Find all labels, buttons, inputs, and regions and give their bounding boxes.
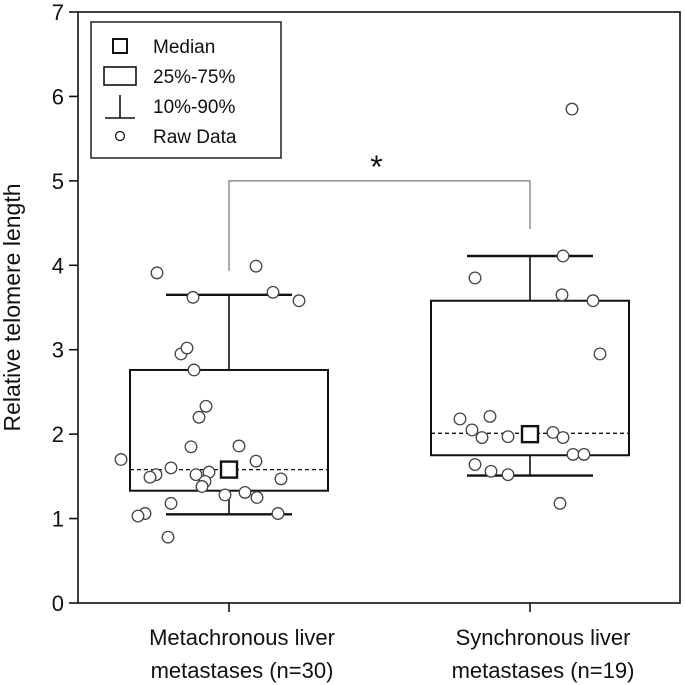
raw-data-point [453, 412, 467, 426]
raw-data-point [184, 440, 198, 454]
raw-data-point [586, 294, 600, 308]
raw-data-point [150, 266, 164, 280]
raw-data-point [266, 285, 280, 299]
raw-data-point [475, 431, 489, 444]
median-marker [520, 424, 540, 444]
raw-data-point [161, 530, 175, 544]
box-plots [114, 102, 630, 544]
raw-data-point [553, 496, 567, 510]
y-tick-label: 2 [52, 422, 64, 447]
x-category-label-line1: Synchronous liver [456, 625, 631, 650]
box-plot-group [430, 102, 630, 510]
raw-data-point [565, 102, 579, 116]
y-tick-label: 6 [52, 84, 64, 109]
y-tick-label: 3 [52, 338, 64, 363]
raw-data-point [164, 461, 178, 475]
legend-label: 10%-90% [153, 97, 235, 118]
raw-data-point [566, 447, 580, 461]
raw-data-point [465, 423, 479, 437]
raw-data-point [468, 458, 482, 471]
raw-data-point [250, 491, 264, 504]
raw-data-point [187, 363, 201, 377]
raw-data-point [483, 409, 497, 423]
raw-data-point [501, 468, 515, 482]
legend-label: Median [153, 37, 215, 58]
raw-data-point [192, 410, 206, 424]
raw-data-point [577, 447, 591, 461]
raw-data-point [484, 464, 498, 478]
raw-data-point [195, 480, 209, 493]
legend: Median 25%-75% 10%-90% Raw Data [90, 21, 282, 159]
raw-data-point [186, 290, 200, 304]
y-tick-label: 4 [52, 253, 64, 278]
interquartile-box [430, 299, 630, 457]
legend-median-symbol [112, 38, 128, 54]
significance-bracket-line [228, 180, 531, 271]
raw-data-point [238, 485, 252, 499]
median-marker [219, 460, 239, 479]
legend-box-symbol [103, 66, 137, 86]
raw-data-point [189, 468, 203, 482]
x-category-label-line1: Metachronous liver [149, 625, 335, 650]
raw-data-point [249, 454, 263, 468]
legend-raw-symbol [114, 130, 126, 142]
raw-data-point [232, 439, 246, 453]
raw-data-point [271, 507, 285, 520]
significance-star: * [370, 149, 382, 185]
y-tick-label: 1 [52, 507, 64, 532]
raw-data-point [143, 470, 157, 484]
raw-data-point [164, 496, 178, 510]
y-tick-label: 0 [52, 591, 64, 616]
raw-data-point [556, 431, 570, 444]
x-category-label-line2: metastases (n=19) [452, 658, 635, 683]
raw-data-point [292, 294, 306, 308]
raw-data-point [114, 453, 128, 466]
plot-frame [77, 11, 681, 604]
y-tick-label: 5 [52, 169, 64, 194]
raw-data-point [546, 426, 560, 439]
raw-data-point [274, 472, 288, 486]
raw-data-point [468, 271, 482, 285]
raw-data-point [556, 249, 570, 263]
raw-data-point [199, 399, 213, 413]
box-plot-group [114, 259, 329, 544]
raw-data-point [249, 259, 263, 273]
legend-label: 25%-75% [153, 67, 235, 88]
raw-data-point [131, 509, 145, 523]
raw-data-point [180, 341, 194, 355]
legend-label: Raw Data [153, 127, 237, 148]
significance-bracket: * [228, 149, 531, 271]
y-axis-title: Relative telomere length [0, 183, 25, 431]
raw-data-point [593, 347, 607, 361]
raw-data-point [555, 288, 569, 302]
y-tick-label: 7 [52, 0, 64, 25]
x-category-label-line2: metastases (n=30) [151, 658, 334, 683]
raw-data-point [501, 430, 515, 444]
raw-data-point [218, 488, 232, 502]
